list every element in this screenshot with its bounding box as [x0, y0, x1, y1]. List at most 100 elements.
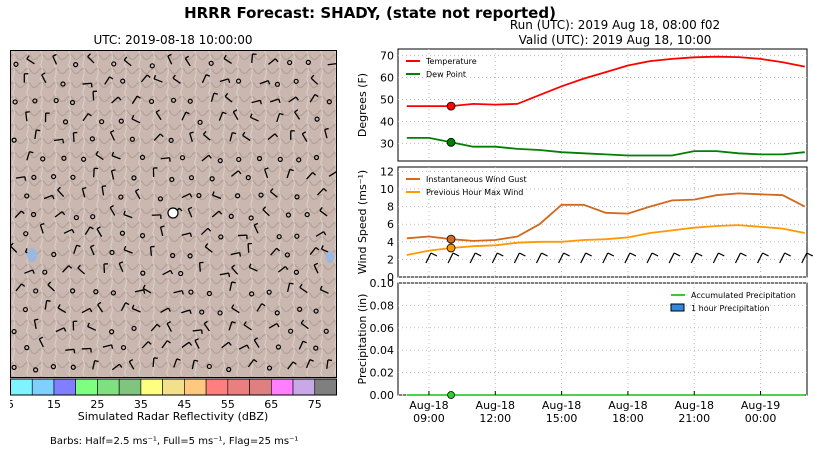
chart-legend: Instantaneous Wind Gust Previous Hour Max… [406, 175, 527, 197]
wind-barb [73, 244, 78, 254]
wind-barb [128, 361, 135, 370]
wind-barb-flag [62, 139, 65, 144]
wind-barb-flag [213, 92, 218, 95]
wind-barb-flag [237, 170, 242, 175]
wind-barb [221, 341, 230, 349]
colorbar-frame [10, 378, 337, 396]
wind-barb-flag [227, 78, 231, 83]
wind-barb [132, 307, 141, 313]
wind-barb [288, 96, 297, 103]
wind-barb-flag [123, 210, 126, 215]
wind-barb [300, 322, 309, 330]
calm-wind-circle [235, 78, 242, 84]
wind-barb [110, 170, 115, 180]
wind-barb-flag [231, 264, 236, 269]
wind-barb [111, 155, 121, 160]
x-tick-label: Aug-18 [542, 399, 581, 412]
wind-barb [513, 252, 520, 264]
wind-barb [34, 129, 37, 140]
wind-barb [142, 287, 152, 294]
wind-barb [52, 55, 58, 65]
wind-barb [734, 252, 742, 264]
wind-barb [277, 265, 286, 273]
wind-barb-flag [123, 56, 128, 61]
wind-barb-flag [41, 72, 46, 76]
x-tick-label: Aug-18 [608, 399, 647, 412]
wind-barb [57, 307, 67, 314]
wind-barb-flag [276, 247, 281, 252]
wind-barb [231, 307, 240, 314]
wind-barb-flag [320, 245, 324, 250]
wind-barb-flag [294, 109, 299, 113]
wind-barb-flag [253, 222, 259, 226]
wind-barb-flag [109, 76, 114, 80]
wind-barb [201, 154, 210, 162]
wind-barb [38, 338, 44, 348]
calm-wind-circle [313, 154, 320, 161]
wind-barb [320, 289, 329, 294]
calm-wind-circle [217, 158, 223, 164]
calm-wind-circle [284, 252, 290, 258]
wind-barb-flag [10, 242, 14, 247]
wind-barb-flag [253, 359, 258, 363]
wind-barb [204, 246, 213, 253]
wind-barb-flag [279, 112, 284, 116]
calm-wind-circle [42, 269, 48, 275]
calm-wind-circle [80, 156, 87, 162]
calm-wind-circle [313, 345, 319, 351]
wind-barb-flag [189, 131, 194, 134]
wind-barb-flag [231, 304, 235, 309]
wind-barb [210, 92, 215, 102]
wind-barb-flag [585, 252, 592, 257]
wind-barb [47, 284, 55, 292]
wind-barb-flag [68, 265, 73, 269]
plot-frame [397, 282, 808, 396]
wind-barb [15, 176, 25, 179]
wind-barb-flag [143, 289, 146, 294]
wind-barb [184, 58, 191, 67]
wind-barb [187, 208, 193, 218]
colorbar-cell [184, 378, 207, 396]
wind-barb-flag [135, 188, 140, 192]
calm-wind-circle [51, 251, 57, 258]
wind-barb [298, 340, 304, 350]
wind-barb-flag [111, 151, 115, 157]
wind-barb [33, 319, 37, 329]
calm-wind-circle [110, 290, 117, 296]
calm-wind-circle [24, 193, 30, 199]
calm-wind-circle [206, 290, 213, 297]
wind-barb [81, 307, 91, 314]
calm-wind-circle [31, 174, 37, 181]
wind-barb [55, 327, 65, 333]
colorbar-cell [249, 378, 272, 396]
y-axis-label: Wind Speed (ms⁻¹) [356, 170, 369, 274]
wind-barb-flag [87, 322, 90, 327]
wind-barb [229, 281, 233, 291]
wind-barb [305, 359, 311, 369]
wind-barb [491, 252, 498, 264]
wind-barb [65, 348, 75, 351]
wind-barb-flag [324, 127, 329, 131]
wind-barb-flag [155, 109, 160, 113]
wind-barb-flag [231, 281, 236, 284]
wind-barb-flag [301, 131, 307, 135]
wind-barb-flag [300, 319, 305, 324]
wind-barb-flag [205, 74, 211, 77]
wind-barb [87, 325, 97, 331]
wind-barb-flag [224, 92, 229, 97]
wind-barb-flag [315, 246, 320, 251]
wind-barb [256, 303, 263, 312]
wind-barb-flag [178, 207, 183, 212]
wind-barb-flag [269, 188, 274, 193]
wind-barb-flag [89, 308, 93, 313]
wind-barb-flag [47, 281, 52, 286]
calm-wind-circle [179, 155, 186, 161]
wind-barb [181, 193, 191, 199]
y-tick-label: 0.06 [370, 322, 395, 335]
x-tick-label: 12:00 [479, 412, 511, 425]
wind-barb-flag [310, 74, 315, 79]
wind-barb [152, 357, 155, 367]
wind-barb [624, 252, 631, 264]
wind-barb-flag [167, 53, 172, 57]
colorbar-cell [53, 378, 77, 396]
